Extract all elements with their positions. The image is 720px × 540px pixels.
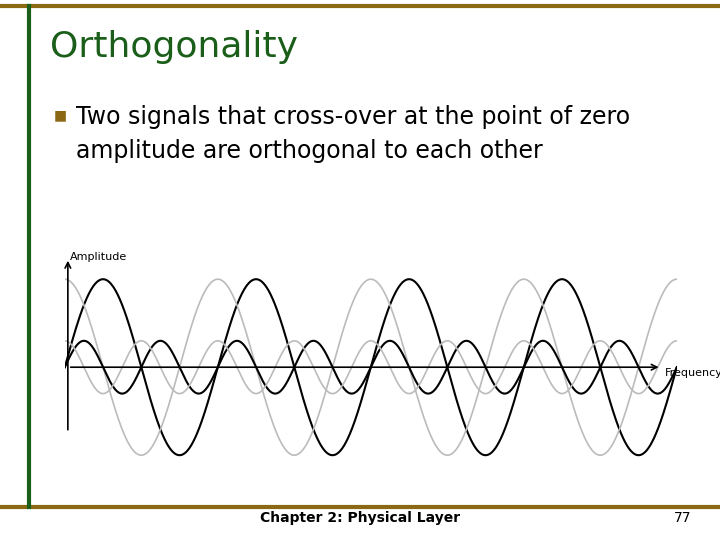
Text: Orthogonality: Orthogonality [50,30,298,64]
Text: Chapter 2: Physical Layer: Chapter 2: Physical Layer [260,511,460,525]
Text: ■: ■ [54,108,67,122]
Text: Amplitude: Amplitude [70,252,127,262]
Text: Frequency: Frequency [665,368,720,378]
Text: 77: 77 [674,511,691,525]
Text: Two signals that cross-over at the point of zero
amplitude are orthogonal to eac: Two signals that cross-over at the point… [76,105,630,163]
